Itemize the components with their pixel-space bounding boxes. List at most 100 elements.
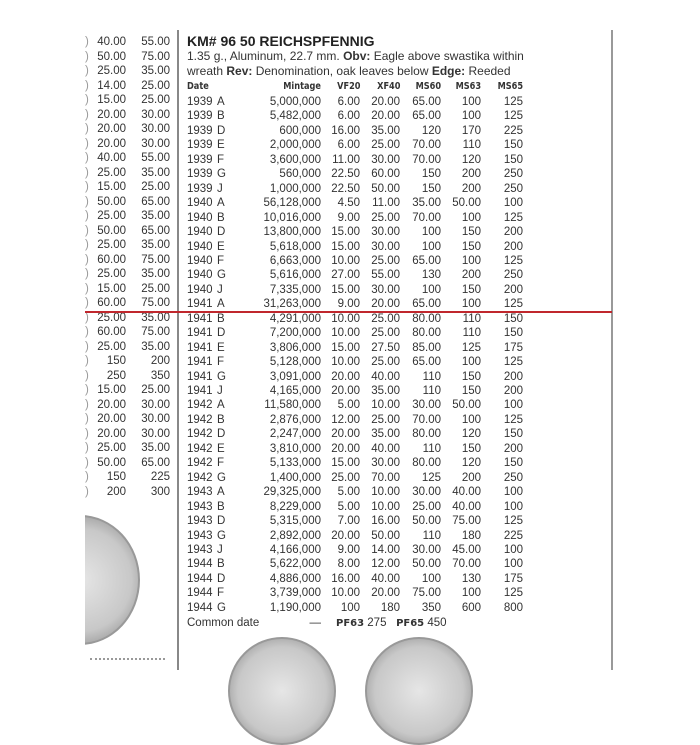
cell-ms65: 200	[503, 385, 523, 397]
pf63-value: 275	[367, 617, 387, 629]
cut-off-text: )	[85, 108, 89, 121]
header-mintage: Mintage	[283, 81, 321, 92]
desc-text: Eagle above swastika within	[370, 49, 524, 63]
table-row: 1939 J 1,000,000 22.50 50.00 150 200 250	[187, 182, 523, 197]
cell-xf40: 25.00	[371, 327, 400, 340]
cell-ms65: 125	[503, 356, 523, 369]
cell-ms60: 80.00	[412, 457, 441, 470]
table-row: 1942 A 11,580,000 5.00 10.00 30.00 50.00 100	[187, 398, 523, 413]
cell-vf20: 15.00	[331, 226, 360, 239]
cell-mintage: 5,315,000	[269, 515, 321, 528]
left-price-a: 20.00	[97, 137, 126, 150]
cell-ms65: 125	[503, 96, 523, 108]
cell-vf20: 11.00	[332, 153, 360, 166]
cell-ms60: 30.00	[412, 399, 441, 412]
table-row: 1943 B 8,229,000 5.00 10.00 25.00 40.00 100	[187, 500, 523, 515]
cell-ms63: 200	[461, 168, 481, 181]
cell-ms63: 150	[461, 370, 481, 383]
column-divider	[177, 30, 179, 670]
cell-mintage: 13,800,000	[263, 226, 321, 239]
left-price-b: 35.00	[141, 239, 170, 251]
cut-off-text: )	[85, 253, 89, 266]
left-price-a: 200	[106, 485, 126, 498]
cell-year: 1944	[187, 601, 213, 614]
cell-year: 1943	[187, 515, 213, 528]
left-price-row: ) 15.00 25.00	[85, 282, 170, 297]
left-price-a: 40.00	[97, 152, 126, 164]
cell-ms63: 100	[461, 110, 481, 123]
cell-vf20: 6.00	[337, 139, 360, 152]
cell-ms60: 150	[421, 182, 441, 195]
cell-mintage: 5,622,000	[269, 558, 321, 571]
obv-label: Obv:	[343, 49, 371, 63]
pf65-value: 450	[427, 617, 447, 629]
left-price-row: ) 25.00 35.00	[85, 441, 170, 456]
left-price-b: 75.00	[141, 326, 170, 338]
left-price-row: ) 20.00 30.00	[85, 108, 170, 123]
cell-vf20: 9.00	[337, 211, 360, 224]
cell-ms63: 130	[461, 572, 481, 585]
cell-vf20: 10.00	[331, 356, 360, 369]
left-price-row: ) 150 200	[85, 354, 170, 369]
cell-ms63: 100	[461, 254, 481, 267]
cell-ms65: 100	[503, 500, 523, 513]
cell-ms60: 70.00	[412, 153, 441, 166]
cell-ms65: 250	[503, 471, 523, 484]
cell-mintage: 8,229,000	[269, 500, 321, 513]
cell-ms60: 130	[421, 269, 441, 282]
left-price-a: 20.00	[97, 398, 126, 411]
cell-mint: B	[217, 558, 225, 571]
cell-ms65: 250	[503, 269, 523, 282]
cell-mintage: 4,886,000	[269, 572, 321, 585]
left-price-a: 20.00	[97, 123, 126, 135]
left-price-row: ) 25.00 35.00	[85, 311, 170, 326]
table-header: Date Mintage VF20 XF40 MS60 MS63 MS65	[187, 80, 523, 95]
cut-off-text: )	[85, 65, 89, 77]
cell-ms63: 100	[461, 356, 481, 369]
table-row: 1943 D 5,315,000 7.00 16.00 50.00 75.00 125	[187, 514, 523, 529]
cell-ms63: 110	[462, 312, 481, 325]
cell-xf40: 25.00	[371, 312, 400, 325]
left-price-a: 20.00	[97, 413, 126, 425]
cell-xf40: 35.00	[371, 124, 400, 137]
table-row: 1940 D 13,800,000 15.00 30.00 100 150 200	[187, 225, 523, 240]
left-price-a: 250	[106, 369, 126, 382]
cell-mint: E	[217, 139, 225, 152]
left-price-b: 25.00	[141, 79, 170, 92]
cell-ms60: 80.00	[412, 327, 441, 340]
cell-vf20: 6.00	[337, 110, 360, 123]
cell-year: 1939	[187, 153, 213, 166]
left-price-row: ) 60.00 75.00	[85, 296, 170, 311]
cell-xf40: 35.00	[371, 428, 400, 441]
cell-mint: F	[217, 153, 225, 166]
cut-off-text: )	[85, 79, 89, 92]
table-row: 1941 F 5,128,000 10.00 25.00 65.00 100 125	[187, 355, 523, 370]
cell-year: 1944	[187, 572, 213, 585]
left-price-b: 35.00	[141, 65, 170, 77]
cell-ms60: 65.00	[412, 110, 441, 123]
left-price-b: 75.00	[141, 253, 170, 266]
cell-ms63: 120	[461, 153, 481, 166]
cell-ms63: 150	[461, 385, 481, 397]
left-price-a: 150	[106, 355, 126, 367]
table-row: 1940 F 6,663,000 10.00 25.00 65.00 100 125	[187, 254, 523, 269]
left-price-a: 60.00	[97, 297, 126, 309]
cell-xf40: 25.00	[371, 254, 400, 267]
left-price-a: 20.00	[97, 427, 126, 440]
cell-ms63: 120	[461, 428, 481, 441]
cell-xf40: 70.00	[371, 471, 400, 484]
left-price-row: ) 25.00 35.00	[85, 340, 170, 355]
cell-mint: E	[217, 240, 225, 253]
cell-vf20: 9.00	[337, 298, 360, 311]
cell-mintage: 1,000,000	[269, 182, 321, 195]
cell-year: 1940	[187, 254, 213, 267]
coin-image-obverse	[228, 637, 336, 745]
cell-xf40: 16.00	[371, 515, 400, 528]
cell-mintage: 2,247,000	[269, 428, 321, 441]
cell-ms65: 150	[503, 312, 523, 325]
cell-ms60: 35.00	[412, 197, 441, 210]
cell-ms63: 100	[461, 211, 481, 224]
entry-description-line1: 1.35 g., Aluminum, 22.7 mm. Obv: Eagle a…	[187, 49, 524, 63]
cell-mintage: 3,806,000	[269, 341, 321, 354]
left-price-row: ) 15.00 25.00	[85, 93, 170, 108]
